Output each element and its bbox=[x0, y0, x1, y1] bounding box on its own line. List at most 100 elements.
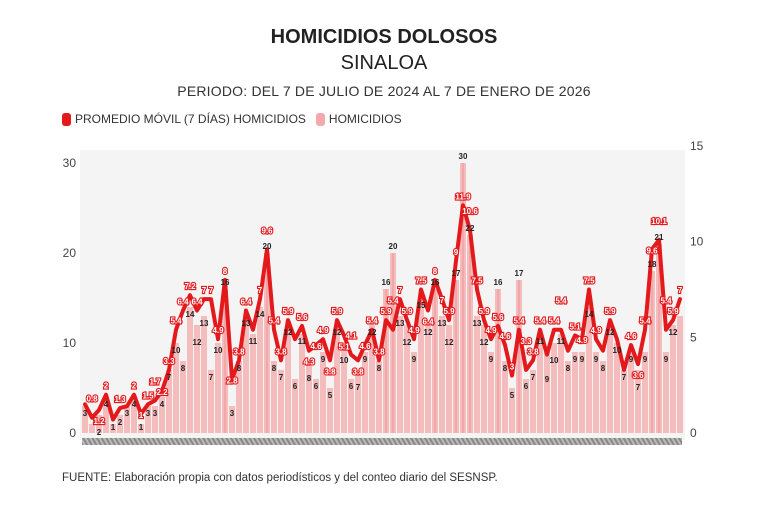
legend-item-moving-average[interactable]: PROMEDIO MÓVIL (7 DÍAS) HOMICIDIOS bbox=[62, 112, 306, 126]
bar-homicidios bbox=[180, 361, 186, 433]
data-label-homicidios: 7 bbox=[279, 373, 284, 382]
bar-homicidios bbox=[103, 397, 109, 433]
bar-homicidios bbox=[642, 352, 648, 433]
bar-homicidios bbox=[544, 352, 550, 433]
data-label-homicidios: 13 bbox=[473, 319, 482, 328]
data-label-moving-average: 7 bbox=[678, 286, 683, 295]
right-axis-tick: 10 bbox=[690, 235, 704, 249]
data-label-moving-average: 5.9 bbox=[380, 307, 392, 316]
x-axis-date-labels bbox=[82, 438, 682, 445]
point-moving-average bbox=[356, 358, 360, 362]
bar-homicidios bbox=[96, 415, 102, 433]
data-label-moving-average: 3.8 bbox=[352, 367, 364, 376]
data-label-moving-average: 5.9 bbox=[604, 307, 616, 316]
point-moving-average bbox=[97, 408, 101, 412]
point-moving-average bbox=[90, 416, 94, 420]
point-moving-average bbox=[398, 297, 402, 301]
bar-homicidios bbox=[271, 361, 277, 433]
bar-homicidios bbox=[565, 361, 571, 433]
data-label-moving-average: 7 bbox=[440, 296, 445, 305]
legend-item-homicidios[interactable]: HOMICIDIOS bbox=[315, 112, 402, 126]
data-label-homicidios: 16 bbox=[494, 278, 503, 287]
point-moving-average bbox=[195, 309, 199, 313]
bar-homicidios bbox=[376, 361, 382, 433]
bar-homicidios bbox=[173, 343, 179, 433]
data-label-homicidios: 3 bbox=[125, 409, 130, 418]
data-label-homicidios: 4 bbox=[132, 400, 137, 409]
point-moving-average bbox=[223, 278, 227, 282]
data-label-moving-average: 6.4 bbox=[422, 318, 434, 327]
bar-homicidios bbox=[404, 325, 410, 433]
point-moving-average bbox=[146, 402, 150, 406]
point-moving-average bbox=[559, 328, 563, 332]
data-label-homicidios: 13 bbox=[438, 319, 447, 328]
data-label-homicidios: 12 bbox=[424, 328, 433, 337]
bar-homicidios bbox=[677, 316, 683, 433]
bar-homicidios bbox=[159, 397, 165, 433]
point-moving-average bbox=[531, 358, 535, 362]
data-label-moving-average: 1.5 bbox=[142, 391, 154, 400]
data-label-homicidios: 10 bbox=[214, 346, 223, 355]
data-label-moving-average: 7 bbox=[398, 286, 403, 295]
bar-homicidios bbox=[481, 325, 487, 433]
data-label-homicidios: 7 bbox=[356, 383, 361, 392]
data-label-homicidios: 2 bbox=[97, 428, 102, 437]
data-label-homicidios: 17 bbox=[452, 269, 461, 278]
data-label-moving-average: 4.9 bbox=[590, 326, 602, 335]
data-label-moving-average: 4.6 bbox=[359, 342, 371, 351]
data-label-homicidios: 16 bbox=[221, 278, 230, 287]
point-moving-average bbox=[475, 288, 479, 291]
point-moving-average bbox=[622, 368, 626, 372]
bar-homicidios bbox=[306, 361, 312, 433]
point-moving-average bbox=[566, 349, 570, 353]
right-axis-tick: 5 bbox=[690, 330, 697, 344]
data-label-moving-average: 6.4 bbox=[191, 298, 203, 307]
data-label-homicidios: 6 bbox=[293, 382, 298, 391]
chart-source: FUENTE: Elaboración propia con datos per… bbox=[62, 472, 498, 484]
data-label-moving-average: 5.4 bbox=[268, 317, 280, 326]
point-moving-average bbox=[552, 328, 556, 332]
data-label-homicidios: 11 bbox=[298, 337, 307, 346]
point-moving-average bbox=[209, 297, 213, 301]
data-label-homicidios: 30 bbox=[459, 152, 468, 161]
point-moving-average bbox=[202, 297, 206, 301]
point-moving-average bbox=[314, 343, 318, 347]
legend-label-homicidios: HOMICIDIOS bbox=[328, 112, 402, 126]
bar-homicidios bbox=[369, 325, 375, 433]
legend-swatch-homicidios bbox=[315, 112, 325, 126]
bar-homicidios bbox=[425, 325, 431, 433]
bar-homicidios bbox=[579, 352, 585, 433]
point-moving-average bbox=[412, 337, 416, 341]
bar-homicidios bbox=[187, 307, 193, 433]
data-label-homicidios: 3 bbox=[83, 409, 88, 418]
point-moving-average bbox=[125, 404, 129, 408]
point-moving-average bbox=[167, 368, 171, 372]
data-label-moving-average: 4.9 bbox=[212, 326, 224, 335]
data-label-homicidios: 8 bbox=[237, 364, 242, 373]
data-label-moving-average: 4.9 bbox=[408, 326, 420, 335]
data-label-moving-average: 7 bbox=[202, 286, 207, 295]
point-moving-average bbox=[454, 259, 458, 263]
point-moving-average bbox=[678, 297, 682, 301]
data-label-homicidios: 8 bbox=[307, 374, 312, 383]
point-moving-average bbox=[671, 318, 675, 322]
bar-homicidios bbox=[600, 361, 606, 433]
bar-homicidios bbox=[334, 325, 340, 433]
point-moving-average bbox=[517, 328, 521, 332]
data-label-homicidios: 8 bbox=[272, 364, 277, 373]
data-label-homicidios: 10 bbox=[172, 346, 181, 355]
data-label-homicidios: 12 bbox=[284, 328, 293, 337]
point-moving-average bbox=[111, 418, 115, 422]
right-axis-tick: 15 bbox=[690, 139, 704, 153]
point-moving-average bbox=[328, 358, 332, 362]
data-label-homicidios: 16 bbox=[431, 278, 440, 287]
data-label-homicidios: 9 bbox=[363, 355, 368, 364]
bar-homicidios bbox=[621, 370, 627, 433]
data-label-moving-average: 5.4 bbox=[170, 317, 182, 326]
data-label-moving-average: 4.1 bbox=[345, 332, 357, 341]
data-label-moving-average: 7.5 bbox=[471, 277, 483, 286]
data-label-homicidios: 8 bbox=[181, 364, 186, 373]
point-moving-average bbox=[293, 337, 297, 341]
data-label-homicidios: 10 bbox=[613, 346, 622, 355]
